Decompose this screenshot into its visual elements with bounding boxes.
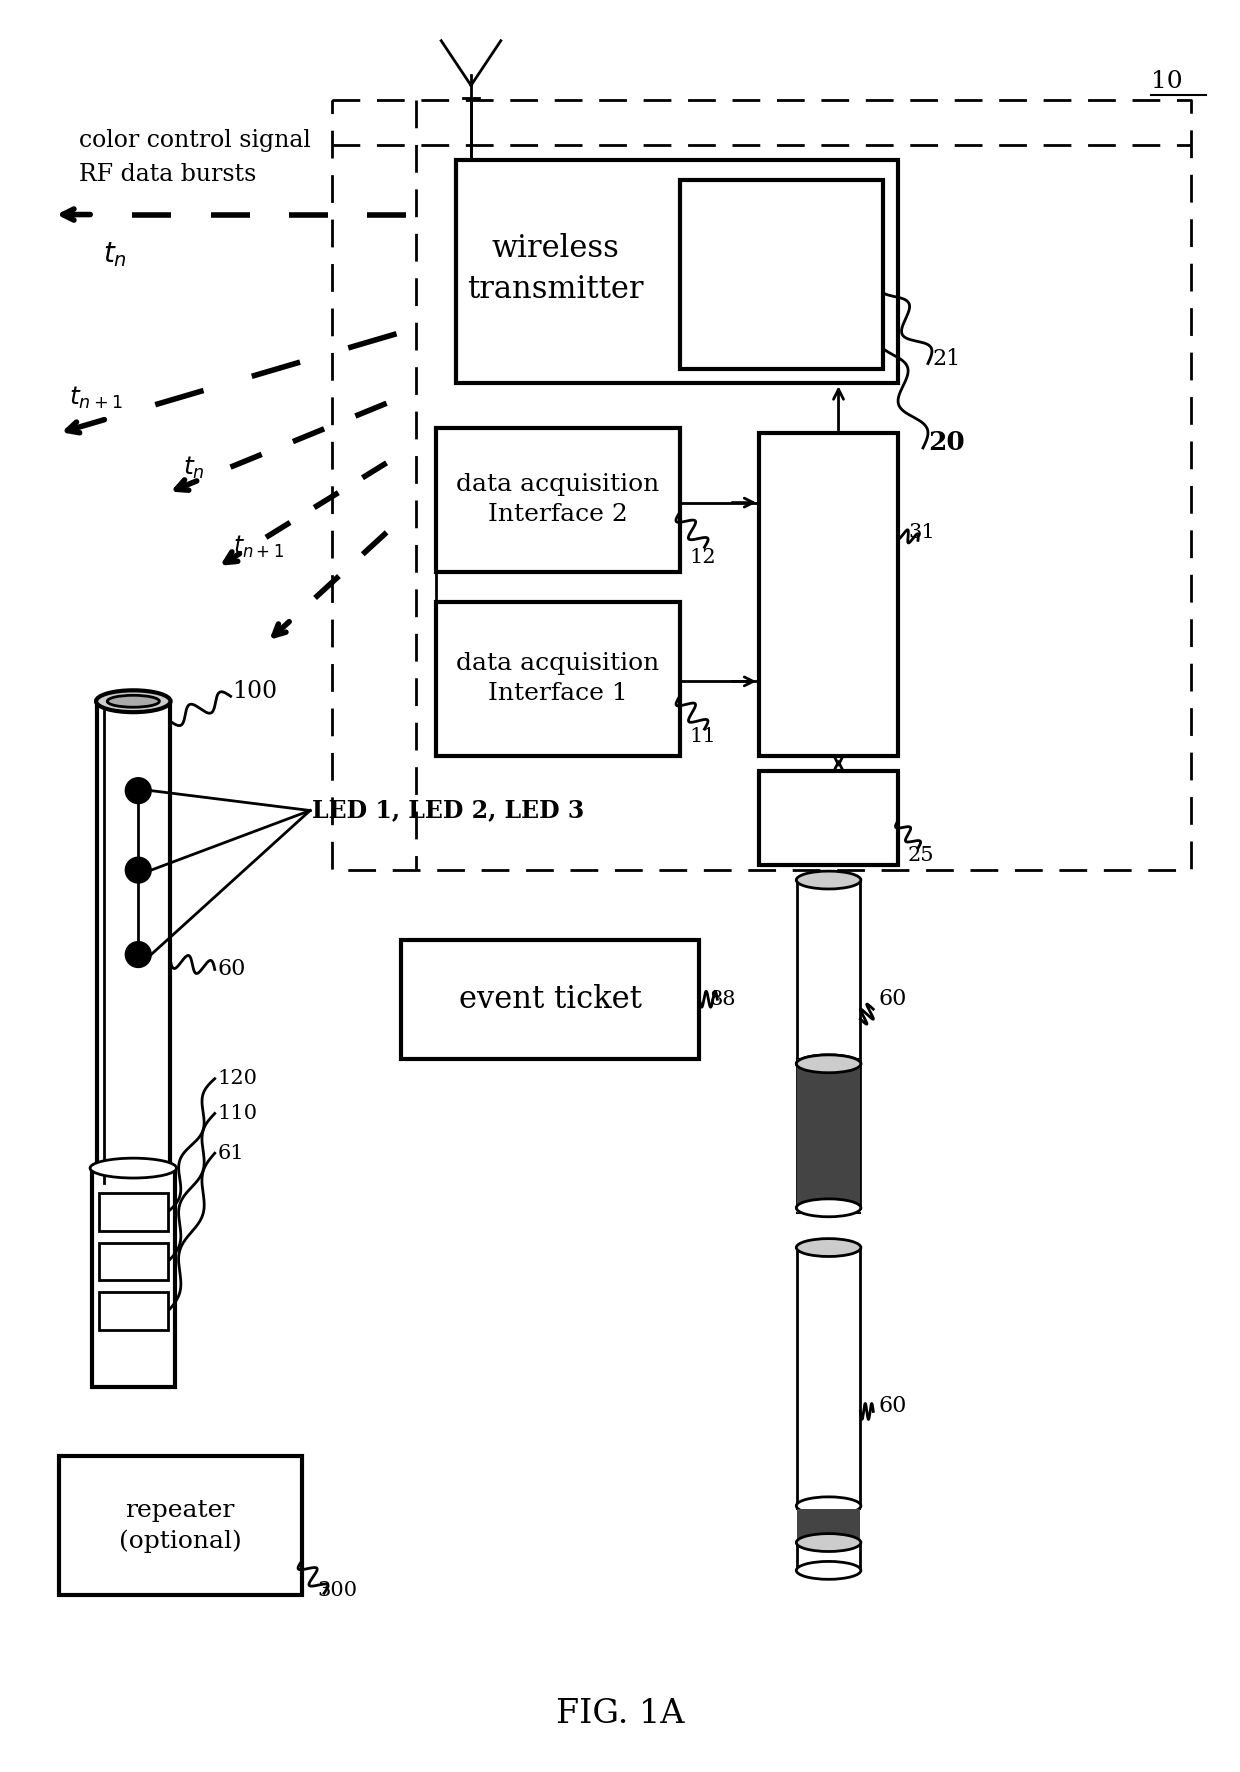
Ellipse shape <box>91 1159 176 1178</box>
Ellipse shape <box>796 1561 861 1579</box>
Text: data acquisition
Interface 1: data acquisition Interface 1 <box>456 652 658 705</box>
Circle shape <box>125 858 151 882</box>
Ellipse shape <box>796 1533 861 1552</box>
Bar <box>98 1292 169 1331</box>
Text: 60: 60 <box>878 1396 906 1418</box>
Text: 25: 25 <box>908 845 935 865</box>
Ellipse shape <box>796 1054 861 1072</box>
Bar <box>92 1168 175 1387</box>
Text: 61: 61 <box>218 1143 244 1162</box>
Text: $t_n$: $t_n$ <box>184 455 205 480</box>
Bar <box>456 159 898 383</box>
Bar <box>797 1060 861 1212</box>
Bar <box>797 1508 861 1543</box>
Text: RF data bursts: RF data bursts <box>78 163 255 186</box>
Bar <box>797 1063 861 1209</box>
Text: 21: 21 <box>932 347 961 370</box>
Ellipse shape <box>796 872 861 890</box>
Bar <box>797 1247 861 1506</box>
Text: 20: 20 <box>928 431 965 455</box>
Bar <box>680 179 883 369</box>
Ellipse shape <box>95 691 171 712</box>
Text: 120: 120 <box>218 1069 258 1088</box>
Bar <box>436 602 680 757</box>
Bar <box>797 1543 861 1570</box>
Text: 60: 60 <box>878 989 906 1010</box>
Ellipse shape <box>796 1497 861 1515</box>
Text: FIG. 1A: FIG. 1A <box>556 1698 684 1731</box>
Text: 11: 11 <box>689 727 717 746</box>
Circle shape <box>125 941 151 968</box>
Bar <box>797 881 861 1063</box>
Text: color control signal: color control signal <box>78 129 310 152</box>
Text: 12: 12 <box>689 548 717 567</box>
Text: 88: 88 <box>709 991 735 1008</box>
Ellipse shape <box>796 1239 861 1256</box>
Text: 300: 300 <box>317 1581 357 1600</box>
Text: 31: 31 <box>908 523 935 542</box>
Text: $t_{n+1}$: $t_{n+1}$ <box>68 385 123 411</box>
Text: 60: 60 <box>218 959 246 980</box>
Text: 100: 100 <box>233 680 278 703</box>
Circle shape <box>125 778 151 803</box>
Bar <box>98 1242 169 1281</box>
Text: LED 1, LED 2, LED 3: LED 1, LED 2, LED 3 <box>312 799 584 822</box>
Ellipse shape <box>95 1177 171 1200</box>
Text: repeater
(optional): repeater (optional) <box>119 1499 242 1552</box>
Text: 110: 110 <box>218 1104 258 1123</box>
Text: event ticket: event ticket <box>459 983 642 1015</box>
Bar <box>402 939 699 1060</box>
Bar <box>97 702 170 1187</box>
Text: wireless
transmitter: wireless transmitter <box>467 234 644 305</box>
Ellipse shape <box>796 1054 861 1072</box>
Text: $t_n$: $t_n$ <box>103 239 128 269</box>
Text: data acquisition
Interface 2: data acquisition Interface 2 <box>456 473 658 526</box>
Bar <box>759 771 898 865</box>
Ellipse shape <box>107 695 160 707</box>
Ellipse shape <box>796 1200 861 1217</box>
Bar <box>759 432 898 757</box>
Text: 10: 10 <box>1152 71 1183 94</box>
Bar <box>436 429 680 572</box>
Bar <box>58 1457 303 1595</box>
Bar <box>98 1193 169 1232</box>
Text: $t_{n+1}$: $t_{n+1}$ <box>233 533 284 560</box>
